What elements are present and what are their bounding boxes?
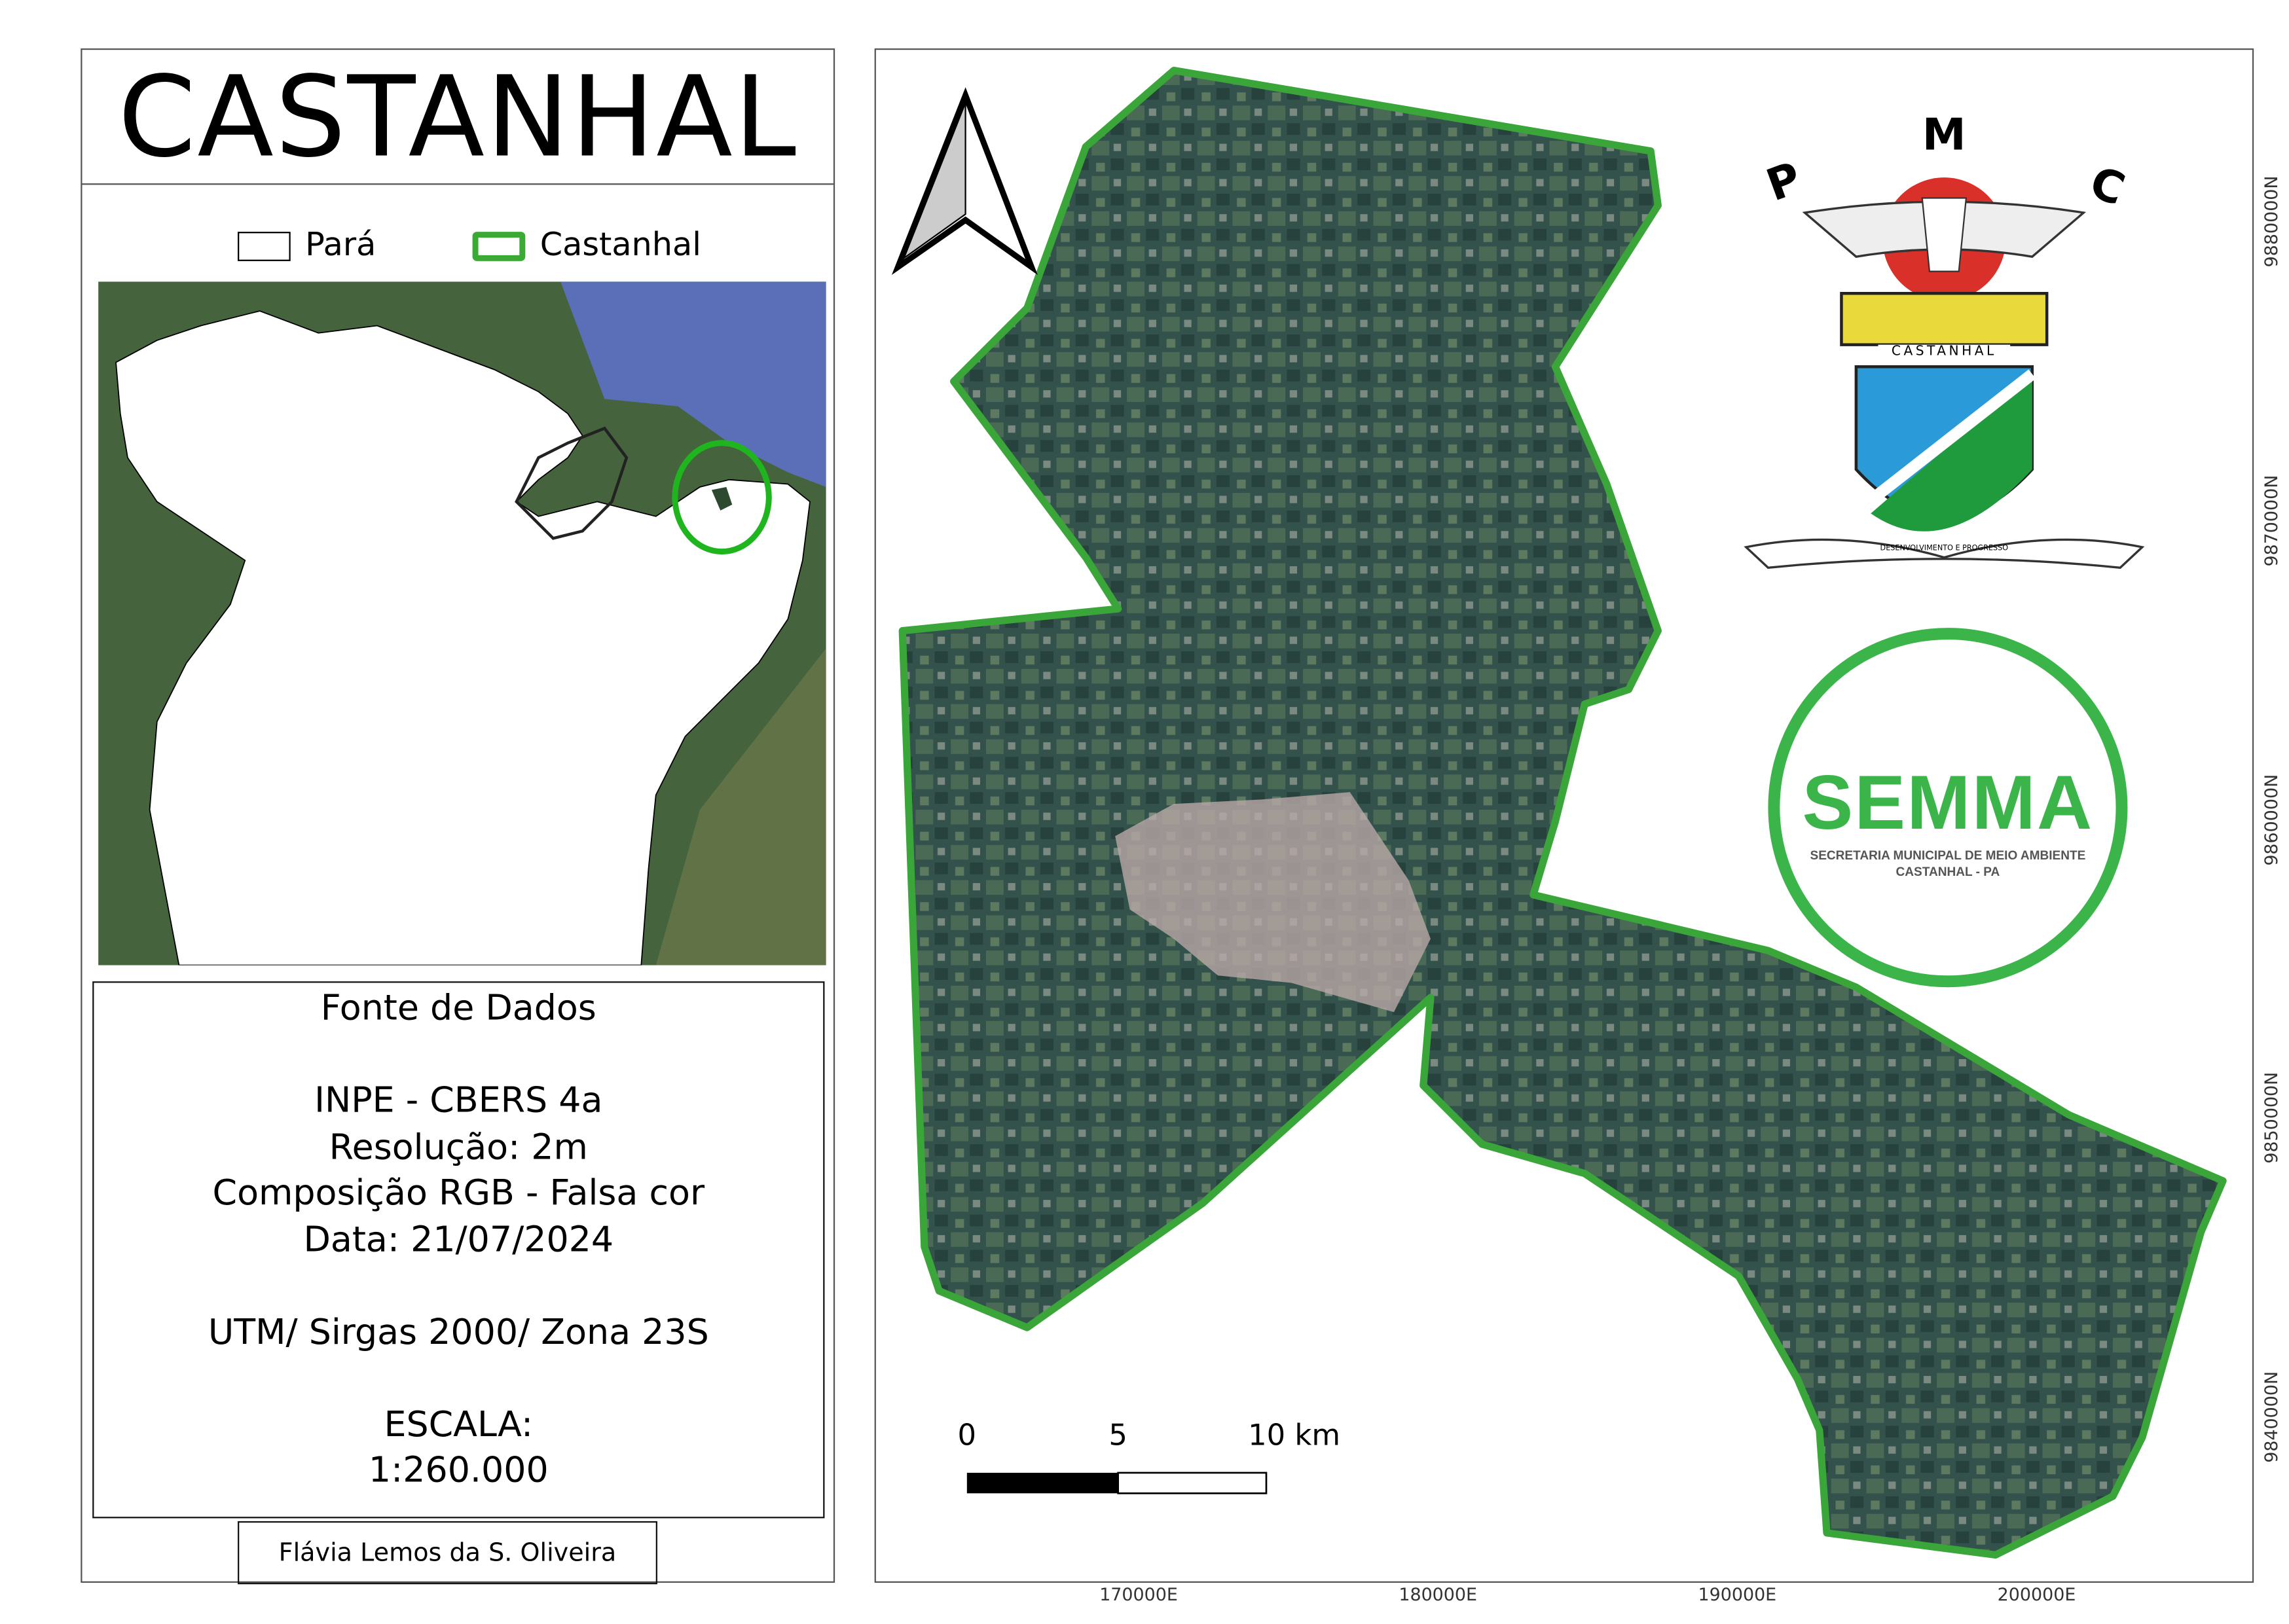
y-tick-label: 9850000N — [2261, 1072, 2282, 1164]
pmc-letter-m: M — [1922, 110, 1966, 162]
north-arrow-icon — [891, 87, 1038, 276]
pmc-banner-bottom: DESENVOLVIMENTO E PROGRESSO — [1880, 544, 2009, 553]
y-tick-label: 9860000N — [2261, 774, 2282, 866]
x-tick-label: 190000E — [1698, 1584, 1777, 1605]
x-tick-label: 200000E — [1997, 1584, 2076, 1605]
author-box: Flávia Lemos da S. Oliveira — [238, 1521, 657, 1585]
para-state — [115, 310, 811, 965]
semma-subtitle: SECRETARIA MUNICIPAL DE MEIO AMBIENTE — [1810, 848, 2086, 863]
legend-item-castanhal: Castanhal — [472, 227, 701, 264]
semma-name: SEMMA — [1802, 761, 2094, 847]
data-source-box: Fonte de Dados INPE - CBERS 4a Resolução… — [92, 981, 825, 1519]
x-tick-label: 180000E — [1399, 1584, 1478, 1605]
scale-bar — [966, 1471, 1268, 1494]
scalebar-label-10: 10 km — [1248, 1416, 1341, 1453]
legend-label-para: Pará — [305, 227, 376, 264]
y-tick-label: 9840000N — [2261, 1371, 2282, 1463]
info-source: INPE - CBERS 4a — [314, 1079, 603, 1121]
map-title: CASTANHAL — [82, 48, 833, 185]
info-heading: Fonte de Dados — [320, 987, 596, 1028]
semma-logo: SEMMA SECRETARIA MUNICIPAL DE MEIO AMBIE… — [1768, 628, 2128, 988]
legend-item-para: Pará — [238, 227, 376, 264]
legend-swatch-castanhal — [472, 230, 526, 261]
info-scale-label: ESCALA: — [384, 1403, 534, 1445]
info-projection: UTM/ Sirgas 2000/ Zona 23S — [208, 1310, 709, 1352]
y-tick-label: 9880000N — [2261, 175, 2282, 268]
scalebar-label-0: 0 — [957, 1416, 977, 1453]
x-tick-label: 170000E — [1099, 1584, 1178, 1605]
legend-swatch-para — [238, 230, 291, 261]
semma-location: CASTANHAL - PA — [1895, 863, 2000, 879]
urban-area — [1115, 792, 1431, 1013]
legend-label-castanhal: Castanhal — [540, 227, 701, 264]
ocean — [560, 281, 826, 488]
scalebar-label-5: 5 — [1108, 1416, 1127, 1453]
y-tick-label: 9870000N — [2261, 475, 2282, 567]
info-scale-value: 1:260.000 — [368, 1449, 549, 1490]
locator-map — [98, 281, 826, 965]
info-composition: Composição RGB - Falsa cor — [212, 1172, 705, 1214]
pmc-banner-top: CASTANHAL — [1878, 344, 2011, 360]
pmc-logo: P M C CASTANHAL DESENVOLVIMENTO E PROGRE… — [1739, 110, 2150, 594]
castanhal-municipality — [898, 66, 2227, 1559]
info-resolution: Resolução: 2m — [329, 1125, 588, 1167]
info-date: Data: 21/07/2024 — [303, 1218, 614, 1259]
castanhal-locator-circle — [672, 440, 772, 555]
